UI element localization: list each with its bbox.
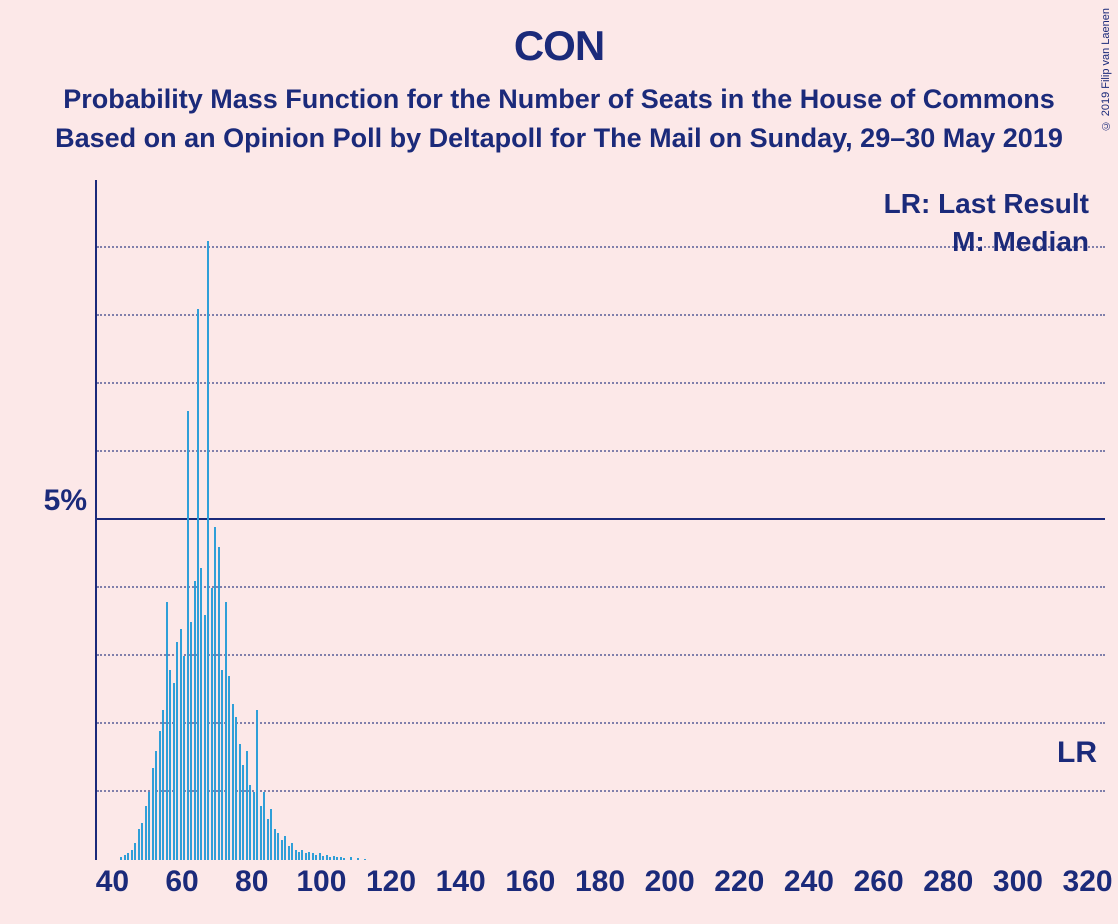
x-tick-label: 40 [96,865,129,899]
pmf-bar [155,751,157,860]
pmf-bar [134,843,136,860]
pmf-bar [200,568,202,860]
chart-area: LR: Last Result M: Median LR 5% 40608010… [95,180,1105,860]
pmf-bar [162,710,164,860]
pmf-bar [127,853,129,860]
pmf-bar [194,581,196,860]
pmf-bar [218,547,220,860]
pmf-bar [197,309,199,860]
pmf-bar [340,857,342,860]
pmf-bar [148,792,150,860]
pmf-bar [232,704,234,860]
pmf-bar [246,751,248,860]
pmf-bar [166,602,168,860]
pmf-bar [364,859,366,860]
plot-area: LR: Last Result M: Median LR 5% [95,180,1105,860]
pmf-bar [152,768,154,860]
pmf-bar [256,710,258,860]
pmf-bar [120,857,122,860]
pmf-bar [329,857,331,860]
pmf-bar [298,852,300,860]
pmf-bar [336,857,338,860]
pmf-bar [124,855,126,860]
x-axis-labels: 4060801001201401601802002202402602803003… [95,865,1105,905]
pmf-bar [343,858,345,860]
pmf-bar [291,843,293,860]
x-tick-label: 220 [714,865,764,899]
pmf-bar [253,792,255,860]
x-tick-label: 160 [505,865,555,899]
pmf-bar [211,588,213,860]
pmf-bar [221,670,223,860]
x-tick-label: 260 [854,865,904,899]
x-tick-label: 140 [436,865,486,899]
pmf-bar [350,857,352,860]
pmf-bar [207,241,209,860]
pmf-bar [228,676,230,860]
pmf-bar [305,853,307,860]
subtitle-line-1: Probability Mass Function for the Number… [0,70,1118,115]
pmf-bar [242,765,244,860]
x-tick-label: 280 [923,865,973,899]
main-title: CON [0,0,1118,70]
pmf-bar [190,622,192,860]
pmf-bar [141,823,143,860]
pmf-bar [288,846,290,860]
pmf-bar [173,683,175,860]
copyright-text: © 2019 Filip van Laenen [1100,8,1112,131]
x-tick-label: 300 [993,865,1043,899]
x-tick-label: 60 [165,865,198,899]
pmf-bar [169,670,171,860]
pmf-bar [322,856,324,860]
pmf-bar [159,731,161,860]
pmf-bar [187,411,189,860]
subtitle-line-2: Based on an Opinion Poll by Deltapoll fo… [0,115,1118,154]
pmf-bar [267,819,269,860]
pmf-bar [312,853,314,860]
pmf-bar [333,856,335,860]
x-tick-label: 100 [296,865,346,899]
pmf-bar [281,840,283,860]
pmf-bar [308,852,310,860]
pmf-bar [357,858,359,860]
x-tick-label: 200 [645,865,695,899]
pmf-bar [131,850,133,860]
pmf-bar [239,744,241,860]
pmf-bar [263,792,265,860]
pmf-bar [214,527,216,860]
pmf-bar [270,809,272,860]
y-axis-label-5pct: 5% [44,484,87,518]
pmf-bar [145,806,147,860]
pmf-bar [138,829,140,860]
pmf-bar [274,829,276,860]
lr-marker: LR [1057,736,1097,770]
pmf-bar [319,853,321,860]
pmf-bar [284,836,286,860]
pmf-bar [295,850,297,860]
pmf-bar [260,806,262,860]
pmf-bar [326,855,328,860]
pmf-bar [277,833,279,860]
x-tick-label: 240 [784,865,834,899]
bars-container [97,180,1105,860]
title-block: CON Probability Mass Function for the Nu… [0,0,1118,154]
pmf-bar [301,850,303,860]
x-tick-label: 180 [575,865,625,899]
pmf-bar [315,855,317,860]
pmf-bar [235,717,237,860]
pmf-bar [180,629,182,860]
x-tick-label: 80 [235,865,268,899]
pmf-bar [204,615,206,860]
pmf-bar [249,785,251,860]
pmf-bar [176,642,178,860]
x-tick-label: 320 [1063,865,1113,899]
pmf-bar [225,602,227,860]
pmf-bar [183,656,185,860]
x-tick-label: 120 [366,865,416,899]
